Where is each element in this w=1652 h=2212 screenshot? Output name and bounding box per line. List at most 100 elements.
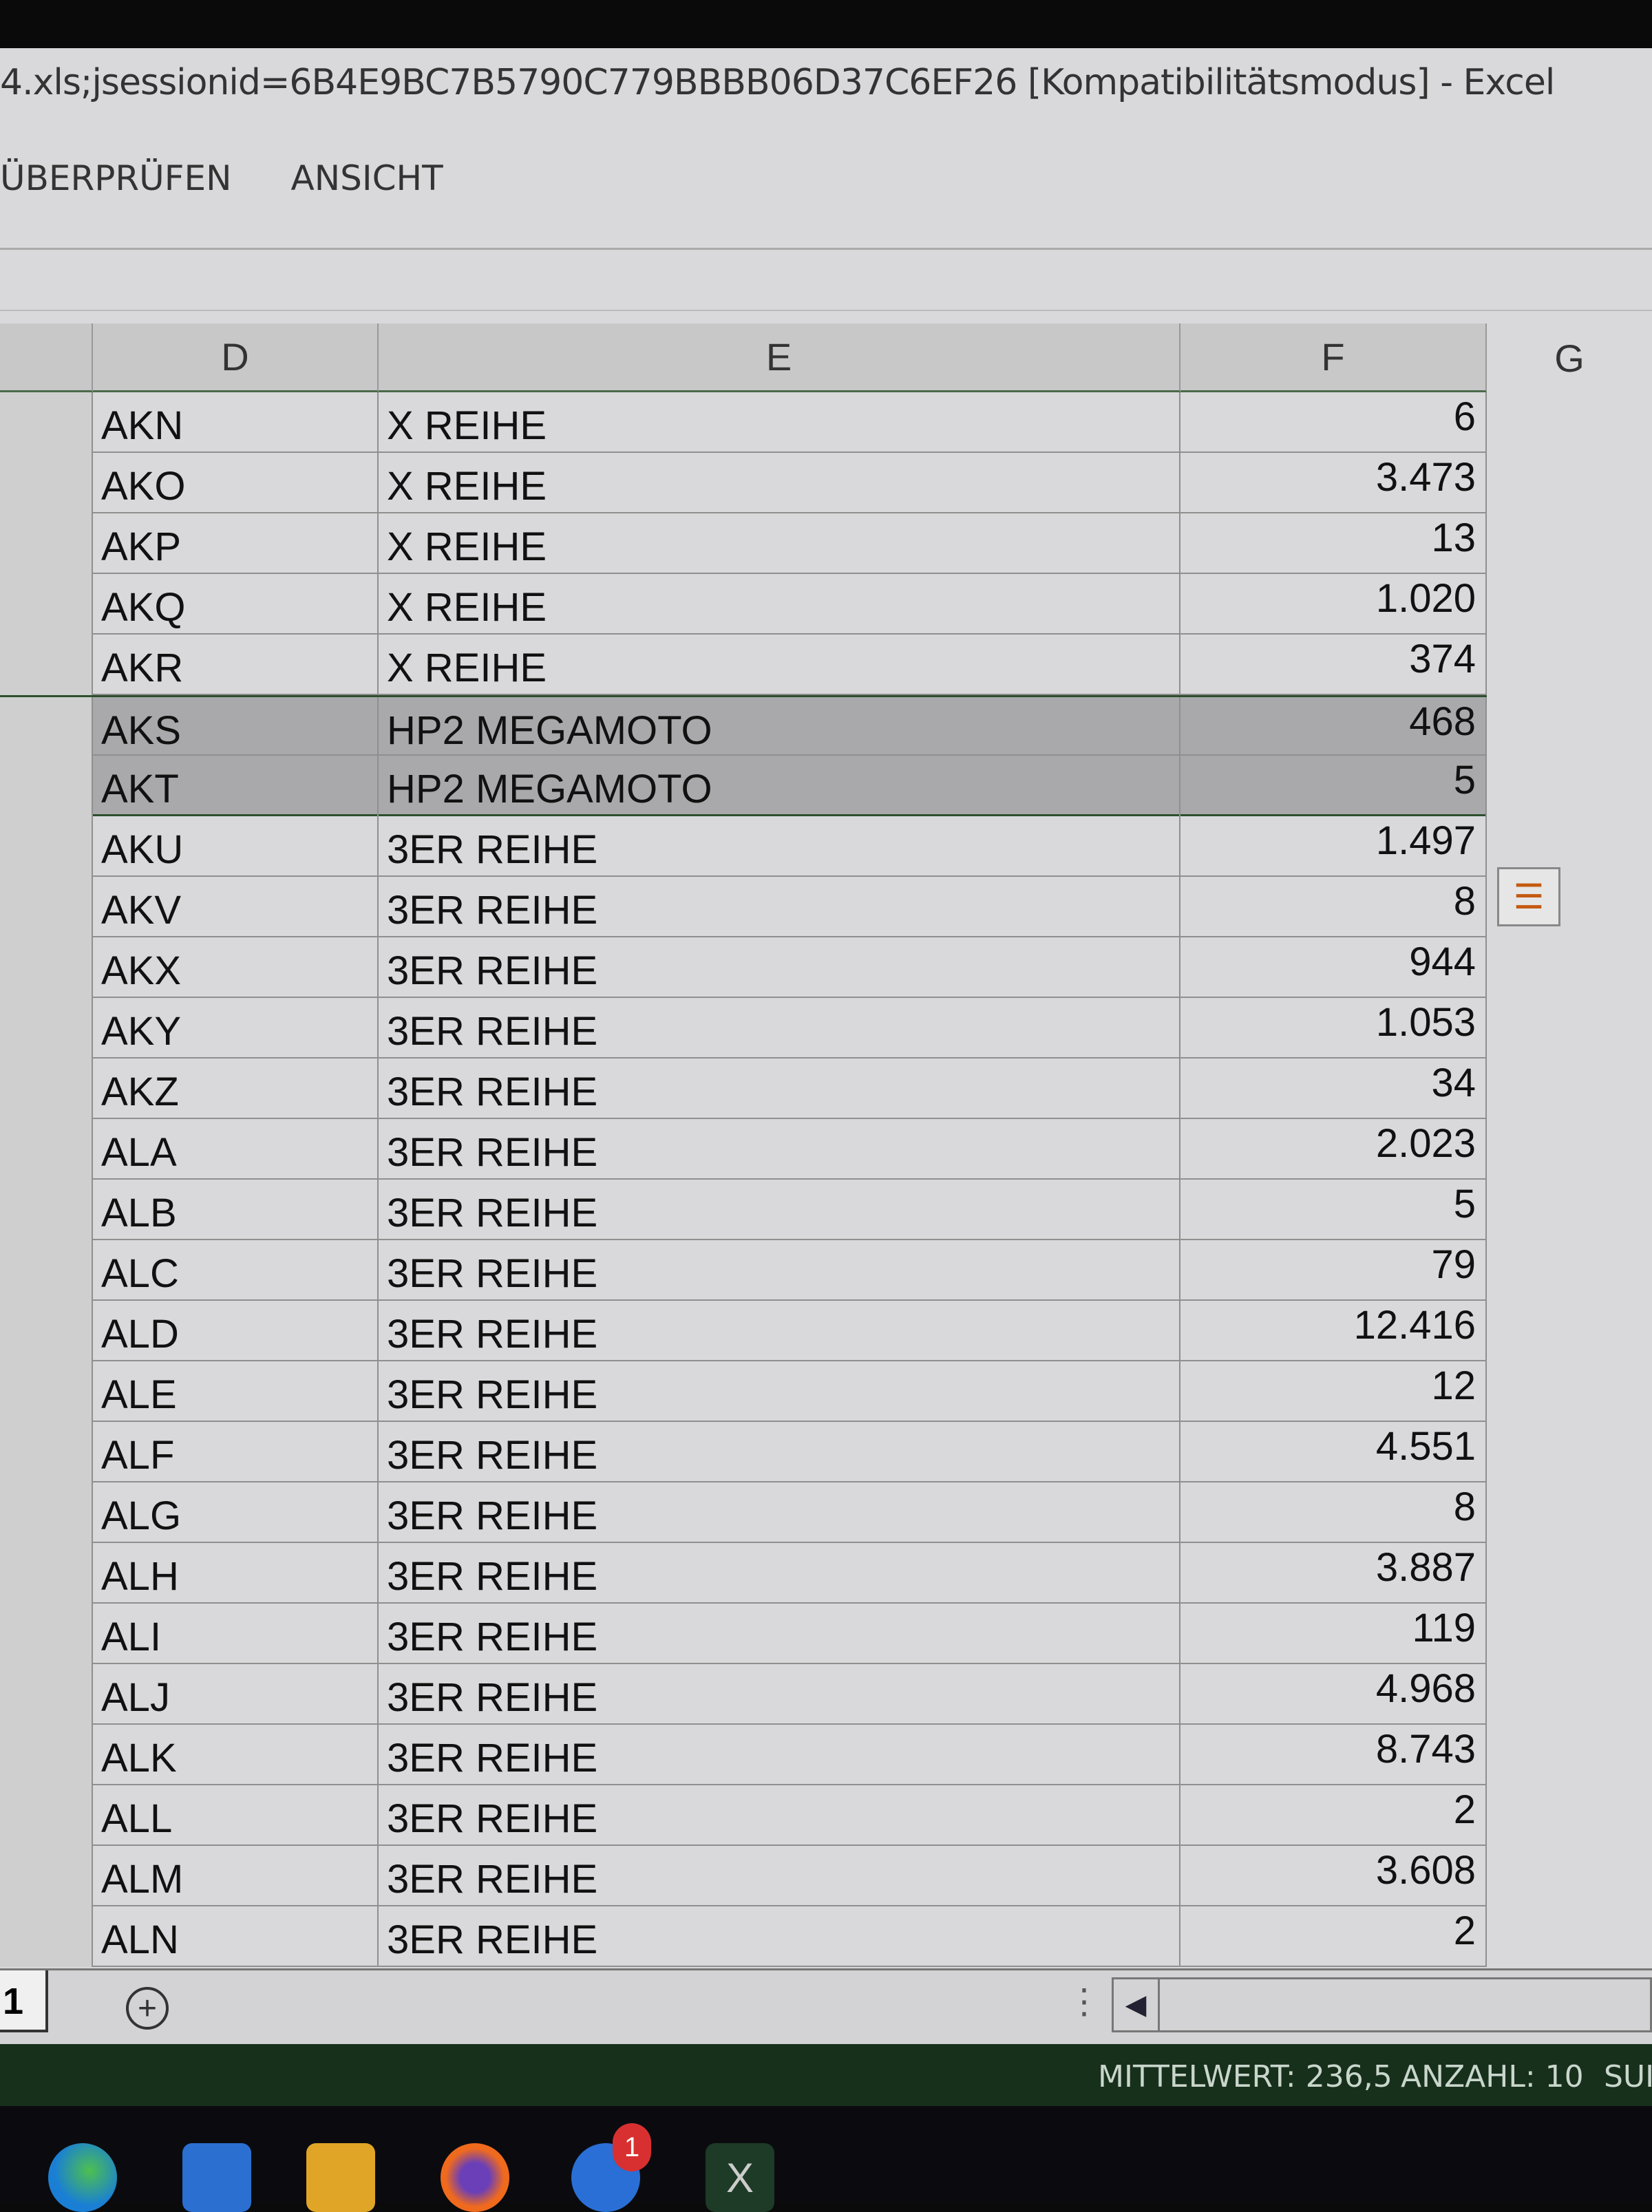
cell-e[interactable]: HP2 MEGAMOTO <box>379 697 1180 758</box>
table-row[interactable]: AKV 3ER REIHE 8 <box>0 877 1487 937</box>
cell-e[interactable]: X REIHE <box>379 392 1180 453</box>
cell-e[interactable]: 3ER REIHE <box>379 1361 1180 1422</box>
table-row[interactable]: ALN 3ER REIHE 2 <box>0 1906 1487 1967</box>
table-row[interactable]: AKX 3ER REIHE 944 <box>0 937 1487 998</box>
table-row[interactable]: ALA 3ER REIHE 2.023 <box>0 1119 1487 1180</box>
cell-e[interactable]: 3ER REIHE <box>379 1180 1180 1240</box>
row-header[interactable] <box>0 998 93 1059</box>
row-header[interactable] <box>0 392 93 453</box>
table-row[interactable]: AKY 3ER REIHE 1.053 <box>0 998 1487 1059</box>
cell-f[interactable]: 4.551 <box>1180 1422 1487 1482</box>
scroll-left-arrow-icon[interactable]: ◀ <box>1112 1977 1160 2032</box>
row-header[interactable] <box>0 1785 93 1846</box>
cell-d[interactable]: AKO <box>93 453 379 513</box>
table-row[interactable]: ALC 3ER REIHE 79 <box>0 1240 1487 1301</box>
cell-d[interactable]: ALG <box>93 1482 379 1543</box>
cell-e[interactable]: 3ER REIHE <box>379 998 1180 1059</box>
table-row[interactable]: ALH 3ER REIHE 3.887 <box>0 1543 1487 1604</box>
table-row[interactable]: AKO X REIHE 3.473 <box>0 453 1487 513</box>
cell-f[interactable]: 2 <box>1180 1906 1487 1967</box>
row-header[interactable] <box>0 1240 93 1301</box>
cell-d[interactable]: ALH <box>93 1543 379 1604</box>
row-header[interactable] <box>0 1180 93 1240</box>
cell-d[interactable]: AKQ <box>93 574 379 635</box>
cell-d[interactable]: ALK <box>93 1725 379 1785</box>
cell-e[interactable]: 3ER REIHE <box>379 1846 1180 1906</box>
table-row[interactable]: ALM 3ER REIHE 3.608 <box>0 1846 1487 1906</box>
row-header[interactable] <box>0 1846 93 1906</box>
table-row[interactable]: AKP X REIHE 13 <box>0 513 1487 574</box>
table-row[interactable]: ALB 3ER REIHE 5 <box>0 1180 1487 1240</box>
cell-e[interactable]: 3ER REIHE <box>379 1664 1180 1725</box>
cell-e[interactable]: 3ER REIHE <box>379 1604 1180 1664</box>
table-row[interactable]: AKU 3ER REIHE 1.497 <box>0 816 1487 877</box>
table-row[interactable]: AKR X REIHE 374 <box>0 635 1487 695</box>
cell-e[interactable]: 3ER REIHE <box>379 1059 1180 1119</box>
cell-f[interactable]: 1.053 <box>1180 998 1487 1059</box>
table-row[interactable]: AKT HP2 MEGAMOTO 5 <box>0 756 1487 816</box>
cell-f[interactable]: 3.887 <box>1180 1543 1487 1604</box>
row-header[interactable] <box>0 1482 93 1543</box>
row-header[interactable] <box>0 1543 93 1604</box>
cell-e[interactable]: HP2 MEGAMOTO <box>379 756 1180 816</box>
cell-e[interactable]: 3ER REIHE <box>379 1240 1180 1301</box>
cell-f[interactable]: 79 <box>1180 1240 1487 1301</box>
table-row[interactable]: AKS HP2 MEGAMOTO 468 <box>0 695 1487 758</box>
cell-e[interactable]: 3ER REIHE <box>379 1119 1180 1180</box>
cell-d[interactable]: AKS <box>93 697 379 758</box>
row-header[interactable] <box>0 1422 93 1482</box>
cell-d[interactable]: AKR <box>93 635 379 695</box>
cell-f[interactable]: 34 <box>1180 1059 1487 1119</box>
cell-f[interactable]: 5 <box>1180 756 1487 816</box>
cell-d[interactable]: AKU <box>93 816 379 877</box>
cell-f[interactable]: 12.416 <box>1180 1301 1487 1361</box>
cell-f[interactable]: 468 <box>1180 697 1487 758</box>
column-header-e[interactable]: E <box>379 323 1180 392</box>
row-header[interactable] <box>0 1604 93 1664</box>
row-header[interactable] <box>0 1301 93 1361</box>
plus-circle-icon[interactable]: + <box>126 1987 169 2030</box>
cell-d[interactable]: ALD <box>93 1301 379 1361</box>
cell-d[interactable]: AKX <box>93 937 379 998</box>
row-header[interactable] <box>0 1664 93 1725</box>
table-row[interactable]: ALD 3ER REIHE 12.416 <box>0 1301 1487 1361</box>
cell-d[interactable]: ALC <box>93 1240 379 1301</box>
cell-d[interactable]: AKY <box>93 998 379 1059</box>
cell-f[interactable]: 119 <box>1180 1604 1487 1664</box>
row-header[interactable] <box>0 697 93 758</box>
cell-f[interactable]: 2 <box>1180 1785 1487 1846</box>
splitter-handle-icon[interactable]: ⋮ <box>1067 1982 1101 2021</box>
table-row[interactable]: ALI 3ER REIHE 119 <box>0 1604 1487 1664</box>
cell-e[interactable]: X REIHE <box>379 574 1180 635</box>
cell-e[interactable]: X REIHE <box>379 635 1180 695</box>
row-header[interactable] <box>0 1361 93 1422</box>
row-header[interactable] <box>0 1725 93 1785</box>
cell-f[interactable]: 2.023 <box>1180 1119 1487 1180</box>
cell-e[interactable]: 3ER REIHE <box>379 937 1180 998</box>
cell-d[interactable]: ALB <box>93 1180 379 1240</box>
cell-e[interactable]: X REIHE <box>379 453 1180 513</box>
cell-e[interactable]: 3ER REIHE <box>379 877 1180 937</box>
row-header[interactable] <box>0 937 93 998</box>
tab-ueberpruefen[interactable]: ÜBERPRÜFEN <box>0 158 232 198</box>
table-row[interactable]: ALL 3ER REIHE 2 <box>0 1785 1487 1846</box>
cell-d[interactable]: ALJ <box>93 1664 379 1725</box>
cell-d[interactable]: ALN <box>93 1906 379 1967</box>
cell-e[interactable]: 3ER REIHE <box>379 816 1180 877</box>
row-header[interactable] <box>0 877 93 937</box>
firefox-icon[interactable] <box>441 2143 509 2212</box>
calendar-icon[interactable] <box>182 2143 251 2212</box>
row-header[interactable] <box>0 1059 93 1119</box>
sheet-tab[interactable]: 1 <box>0 1970 48 2032</box>
column-header-d[interactable]: D <box>93 323 379 392</box>
cell-d[interactable]: ALI <box>93 1604 379 1664</box>
cell-f[interactable]: 12 <box>1180 1361 1487 1422</box>
cell-f[interactable]: 4.968 <box>1180 1664 1487 1725</box>
edge-icon[interactable] <box>48 2143 117 2212</box>
column-header-f[interactable]: F <box>1180 323 1487 392</box>
row-header[interactable] <box>0 635 93 695</box>
table-row[interactable]: ALF 3ER REIHE 4.551 <box>0 1422 1487 1482</box>
cell-f[interactable]: 1.020 <box>1180 574 1487 635</box>
table-row[interactable]: AKN X REIHE 6 <box>0 392 1487 453</box>
cell-d[interactable]: ALL <box>93 1785 379 1846</box>
